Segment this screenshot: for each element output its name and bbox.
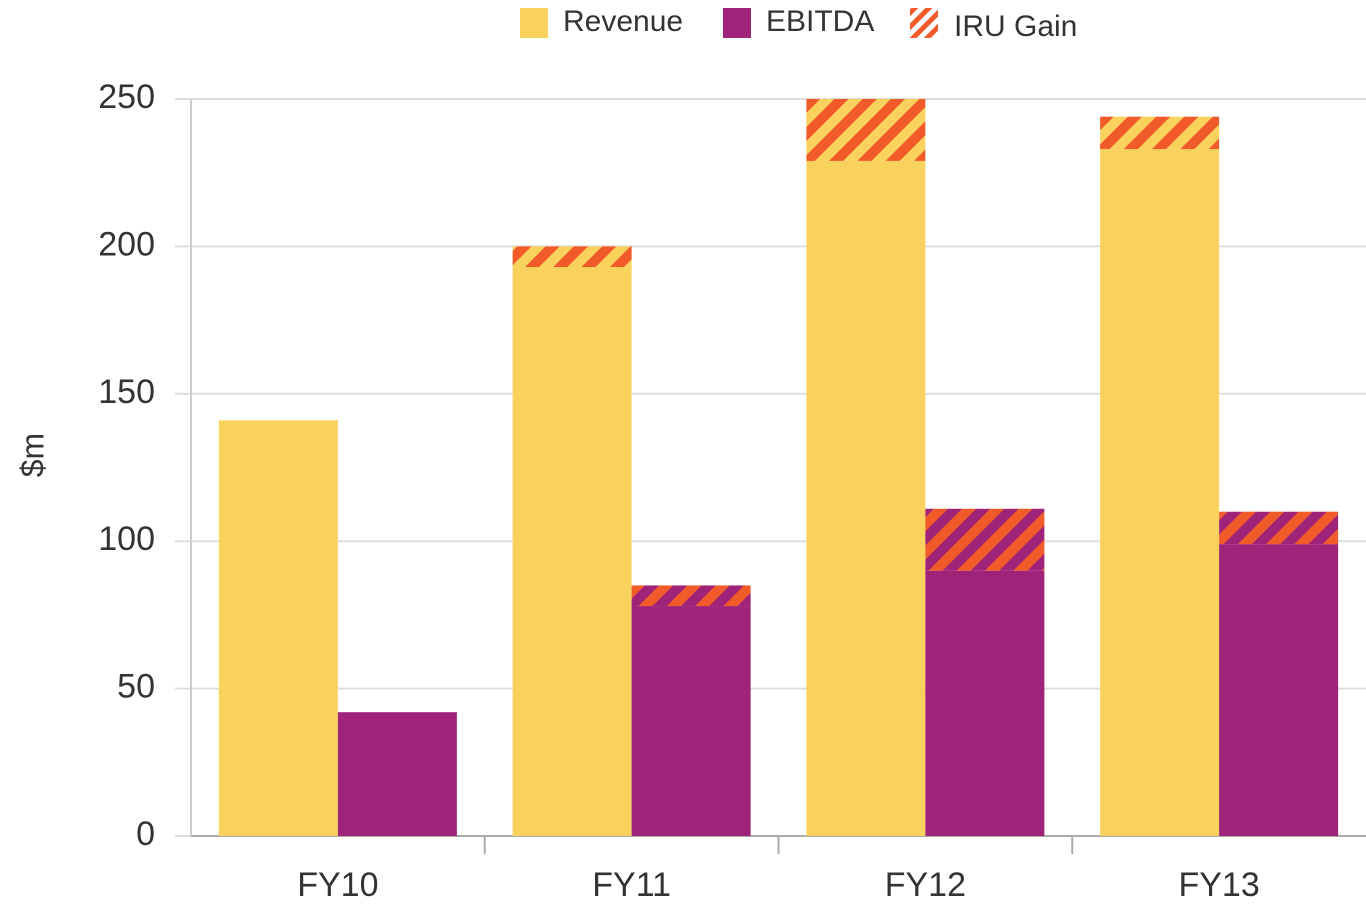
- bar: [218, 420, 338, 836]
- bar: [631, 606, 751, 836]
- bar: [1219, 544, 1339, 836]
- x-tick-label: FY11: [592, 866, 671, 904]
- y-tick-label: 100: [98, 520, 155, 558]
- x-tick-label: FY10: [297, 866, 378, 904]
- bar-iru-gain: [631, 585, 751, 607]
- bar: [1100, 149, 1220, 837]
- legend-label: IRU Gain: [954, 10, 1077, 43]
- bar: [925, 570, 1045, 836]
- legend-swatch: [910, 8, 938, 38]
- y-tick-label: 50: [117, 668, 155, 706]
- legend-label: Revenue: [563, 5, 683, 38]
- legend-label: EBITDA: [766, 5, 874, 38]
- bar-iru-gain: [1100, 116, 1220, 150]
- bar-iru-gain: [806, 99, 926, 161]
- x-tick-label: FY12: [885, 866, 966, 904]
- bar-iru-gain: [925, 508, 1045, 571]
- y-tick-label: 150: [98, 373, 155, 411]
- x-tick-label: FY13: [1178, 866, 1259, 904]
- legend-swatch: [520, 8, 548, 38]
- bar: [806, 160, 926, 836]
- bar: [337, 712, 457, 836]
- bar-iru-gain: [512, 246, 632, 268]
- y-tick-label: 0: [136, 815, 155, 853]
- y-tick-label: 200: [98, 225, 155, 263]
- y-tick-label: 250: [98, 78, 155, 116]
- bar: [512, 267, 632, 836]
- legend-swatch: [723, 8, 751, 38]
- y-axis-label: $m: [14, 433, 50, 477]
- bar-iru-gain: [1219, 511, 1339, 545]
